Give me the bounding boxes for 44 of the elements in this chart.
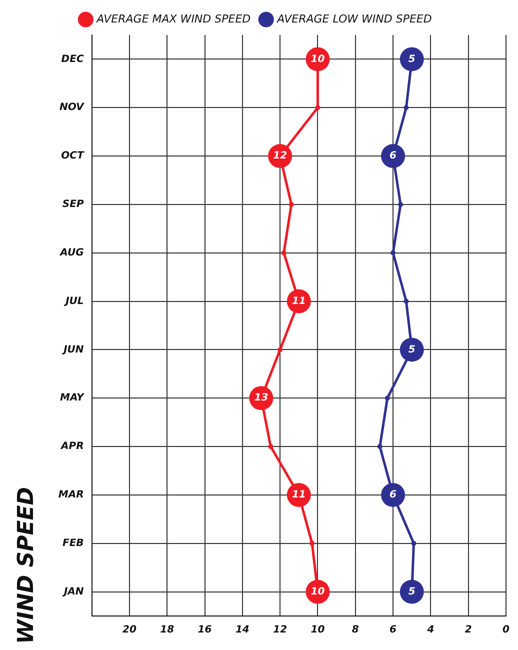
x-tick-label: 8	[352, 624, 359, 636]
legend-label: AVERAGE LOW WIND SPEED	[276, 12, 432, 26]
y-tick-label: JUL	[64, 296, 84, 307]
data-label: 6	[390, 150, 397, 162]
y-tick-label: AUG	[59, 247, 84, 258]
x-tick-label: 12	[273, 624, 288, 636]
point	[384, 396, 390, 401]
x-tick-label: 10	[310, 624, 325, 636]
point	[404, 105, 409, 110]
data-label: 13	[254, 392, 268, 404]
x-tick-label: 16	[198, 624, 212, 636]
data-label: 11	[292, 490, 306, 501]
x-tick-label: 20	[122, 624, 136, 636]
x-tick-label: 18	[160, 624, 174, 636]
data-label: 11	[292, 296, 306, 307]
point	[390, 250, 396, 256]
data-label: 6	[390, 490, 397, 501]
data-label: 5	[408, 586, 416, 598]
x-tick-label: 14	[235, 624, 250, 636]
data-label: 10	[310, 54, 325, 65]
y-tick-label: OCT	[61, 150, 85, 162]
x-tick-label: 2	[464, 624, 472, 636]
y-tick-label: MAR	[58, 490, 84, 501]
legend-label: AVERAGE MAX WIND SPEED	[96, 12, 251, 26]
y-tick-label: APR	[60, 441, 84, 452]
point	[398, 202, 404, 207]
data-label: 12	[273, 150, 288, 162]
y-tick-label: NOV	[60, 102, 86, 114]
y-tick-label: DEC	[61, 54, 84, 65]
y-tick-label: SEP	[62, 199, 84, 210]
point	[404, 298, 409, 304]
data-label: 10	[310, 586, 325, 598]
text: WIND SPEED	[14, 486, 39, 644]
y-tick-label: JAN	[62, 586, 84, 598]
data-label: 5	[408, 54, 416, 65]
data-label: 5	[408, 344, 416, 356]
x-tick-label: 6	[390, 624, 397, 636]
x-tick-label: 4	[426, 624, 434, 636]
point	[411, 540, 416, 546]
y-tick-label: FEB	[62, 538, 84, 549]
x-tick-label: 0	[502, 624, 510, 636]
y-tick-label: MAY	[60, 392, 86, 404]
point	[377, 444, 382, 450]
y-tick-label: JUN	[62, 344, 84, 356]
